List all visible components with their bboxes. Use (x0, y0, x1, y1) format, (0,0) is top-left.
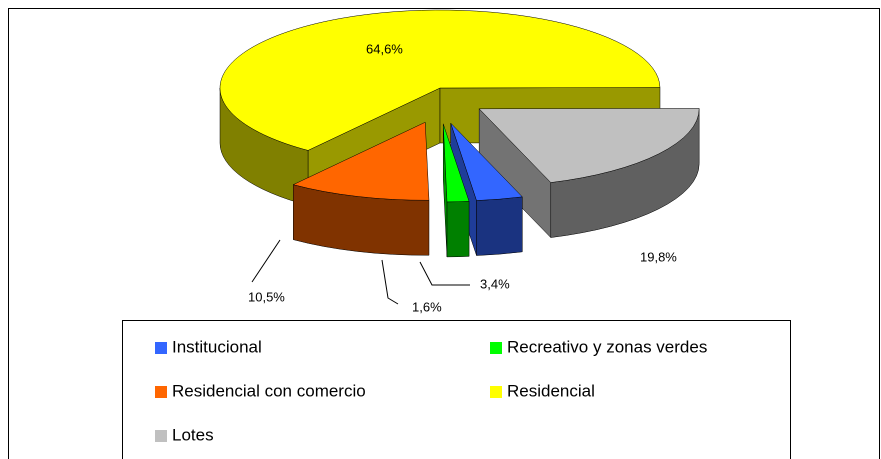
leader-line (381, 259, 399, 305)
legend-label: Institucional (172, 337, 262, 356)
slice (450, 122, 523, 201)
legend-label: Recreativo y zonas verdes (507, 337, 707, 356)
slice (292, 121, 430, 201)
slice-side (446, 201, 470, 258)
slice (478, 108, 700, 183)
legend-label: Residencial (507, 381, 595, 400)
legend-swatch (155, 386, 167, 398)
data-label: 1,6% (412, 299, 442, 314)
leader-line (251, 239, 281, 283)
legend-box (122, 320, 791, 459)
data-label: 19,8% (640, 249, 677, 264)
slice-side (476, 196, 523, 256)
legend-label: Lotes (172, 425, 214, 444)
slice (219, 9, 661, 151)
data-label: 3,4% (480, 276, 510, 291)
legend-swatch (155, 430, 167, 442)
legend-label: Residencial con comercio (172, 381, 366, 400)
data-label: 10,5% (248, 289, 285, 304)
legend-swatch (490, 386, 502, 398)
slice (442, 123, 470, 203)
data-label: 64,6% (366, 41, 403, 56)
legend-swatch (155, 342, 167, 354)
legend-swatch (490, 342, 502, 354)
leader-line (419, 261, 470, 286)
